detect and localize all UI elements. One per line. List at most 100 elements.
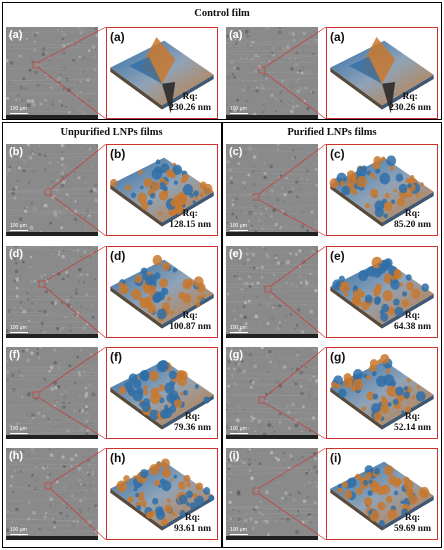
rq-label: Rq: [182, 209, 198, 219]
scale-bar: 100 µm [230, 526, 248, 535]
control-header: Control film [194, 8, 250, 19]
rq-number: 59.69 nm [394, 524, 431, 534]
afm-panel-label: (b) [110, 147, 126, 161]
scale-bar-label: 100 µm [10, 222, 27, 229]
afm-3d-image: (c) Rq: 85.20 nm [326, 144, 438, 236]
rq-value: Rq: 230.26 nm [169, 92, 211, 114]
scale-bar-label: 100 µm [10, 425, 27, 432]
rq-value: Rq: 230.26 nm [389, 92, 431, 114]
panel-c: (c) 100 µm (c) Rq: 85.20 nm [226, 144, 438, 236]
afm-3d-image: (b) Rq: 128.15 nm [106, 144, 218, 236]
sem-image: (a) 100 µm [6, 27, 98, 119]
scale-bar-label: 100 µm [10, 324, 27, 331]
rq-label: Rq: [404, 513, 421, 523]
zoom-callout-lines [38, 246, 107, 338]
afm-3d-image: (f) Rq: 79.36 nm [106, 347, 218, 439]
sem-image: (c) 100 µm [226, 144, 318, 236]
afm-3d-image: (i) Rq: 59.69 nm [326, 448, 438, 540]
zoom-callout-lines [264, 246, 327, 338]
panel-g: (g) 100 µm (g) Rq: 52.14 nm [226, 347, 438, 439]
rq-number: 52.14 nm [394, 423, 431, 433]
panel-h: (h) 100 µm (h) Rq: 93.61 nm [6, 448, 218, 540]
rq-number: 79.36 nm [174, 423, 211, 433]
sem-image: (e) 100 µm [226, 246, 318, 338]
afm-panel-label: (f) [110, 350, 122, 364]
panel-i: (i) 100 µm (i) Rq: 59.69 nm [226, 448, 438, 540]
panel-d: (d) 100 µm (d) Rq: 100.87 nm [6, 246, 218, 338]
afm-3d-image: (d) Rq: 100.87 nm [106, 246, 218, 338]
panel-f: (f) 100 µm (f) Rq: 79.36 nm [6, 347, 218, 439]
purified-header: Purified LNPs films [287, 127, 377, 138]
rq-label: Rq: [184, 513, 201, 523]
zoom-callout-lines [258, 27, 327, 119]
rq-value: Rq: 100.87 nm [169, 311, 211, 333]
scale-bar-label: 100 µm [10, 526, 27, 533]
panel-a-left: (a) 100 µm (a) Rq: 230.26 nm [6, 27, 218, 119]
zoom-callout-lines [32, 347, 107, 439]
zoom-callout-lines [252, 448, 327, 540]
sem-panel-label: (b) [9, 146, 24, 158]
scale-bar: 100 µm [230, 105, 248, 114]
scale-bar: 100 µm [10, 425, 28, 434]
sem-panel-label: (h) [9, 450, 24, 462]
afm-panel-label: (a) [330, 30, 345, 44]
afm-3d-image: (g) Rq: 52.14 nm [326, 347, 438, 439]
rq-label: Rq: [404, 209, 421, 219]
sem-image: (d) 100 µm [6, 246, 98, 338]
sem-image: (g) 100 µm [226, 347, 318, 439]
scale-bar-label: 100 µm [230, 105, 247, 112]
rq-value: Rq: 79.36 nm [174, 412, 211, 434]
zoom-callout-lines [44, 144, 107, 236]
unpurified-header: Unpurified LNPs films [60, 127, 163, 138]
zoom-callout-lines [44, 448, 107, 540]
sem-panel-label: (d) [9, 248, 24, 260]
sem-panel-label: (i) [229, 450, 240, 462]
rq-number: 128.15 nm [169, 220, 211, 230]
scale-bar-label: 100 µm [10, 105, 27, 112]
lnp-divider [221, 122, 223, 548]
scale-bar: 100 µm [230, 223, 248, 231]
rq-number: 230.26 nm [169, 103, 211, 113]
scale-bar: 100 µm [10, 526, 28, 535]
zoom-callout-lines [252, 144, 327, 236]
scale-bar: 100 µm [10, 105, 28, 114]
rq-number: 93.61 nm [174, 524, 211, 534]
rq-value: Rq: 59.69 nm [394, 513, 431, 535]
rq-number: 230.26 nm [389, 103, 431, 113]
rq-label: Rq: [404, 311, 421, 321]
rq-number: 100.87 nm [169, 322, 211, 332]
sem-image: (h) 100 µm [6, 448, 98, 540]
afm-panel-label: (d) [110, 249, 126, 263]
rq-label: Rq: [184, 412, 201, 422]
scale-bar-label: 100 µm [230, 526, 247, 533]
scale-bar: 100 µm [10, 222, 28, 231]
afm-3d-image: (e) Rq: 64.38 nm [326, 246, 438, 338]
afm-panel-label: (h) [110, 451, 126, 465]
sem-image: (i) 100 µm [226, 448, 318, 540]
rq-value: Rq: 85.20 nm [394, 209, 431, 231]
afm-3d-image: (a) Rq: 230.26 nm [326, 27, 438, 119]
afm-panel-label: (g) [330, 350, 346, 364]
panel-b: (b) 100 µm (b) Rq: 128.15 nm [6, 144, 218, 236]
scale-bar: 100 µm [230, 325, 248, 333]
rq-number: 64.38 nm [394, 322, 431, 332]
sem-panel-label: (c) [229, 146, 243, 158]
panel-e: (e) 100 µm (e) Rq: 64.38 nm [226, 246, 438, 338]
scale-bar: 100 µm [10, 324, 28, 333]
scale-bar: 100 µm [230, 425, 248, 434]
control-section-frame: Control film [2, 2, 442, 120]
afm-panel-label: (e) [330, 249, 345, 263]
afm-3d-image: (a) Rq: 230.26 nm [106, 27, 218, 119]
panel-a-right: (a) 100 µm (a) Rq: 230.26 nm [226, 27, 438, 119]
afm-panel-label: (c) [330, 147, 345, 161]
rq-label: Rq: [402, 92, 418, 102]
sem-panel-label: (a) [229, 29, 243, 41]
rq-number: 85.20 nm [394, 220, 431, 230]
afm-panel-label: (a) [110, 30, 125, 44]
scale-bar-label: 100 µm [230, 425, 247, 432]
sem-panel-label: (f) [9, 349, 20, 361]
rq-value: Rq: 64.38 nm [394, 311, 431, 333]
sem-image: (b) 100 µm [6, 144, 98, 236]
sem-panel-label: (e) [229, 248, 243, 260]
